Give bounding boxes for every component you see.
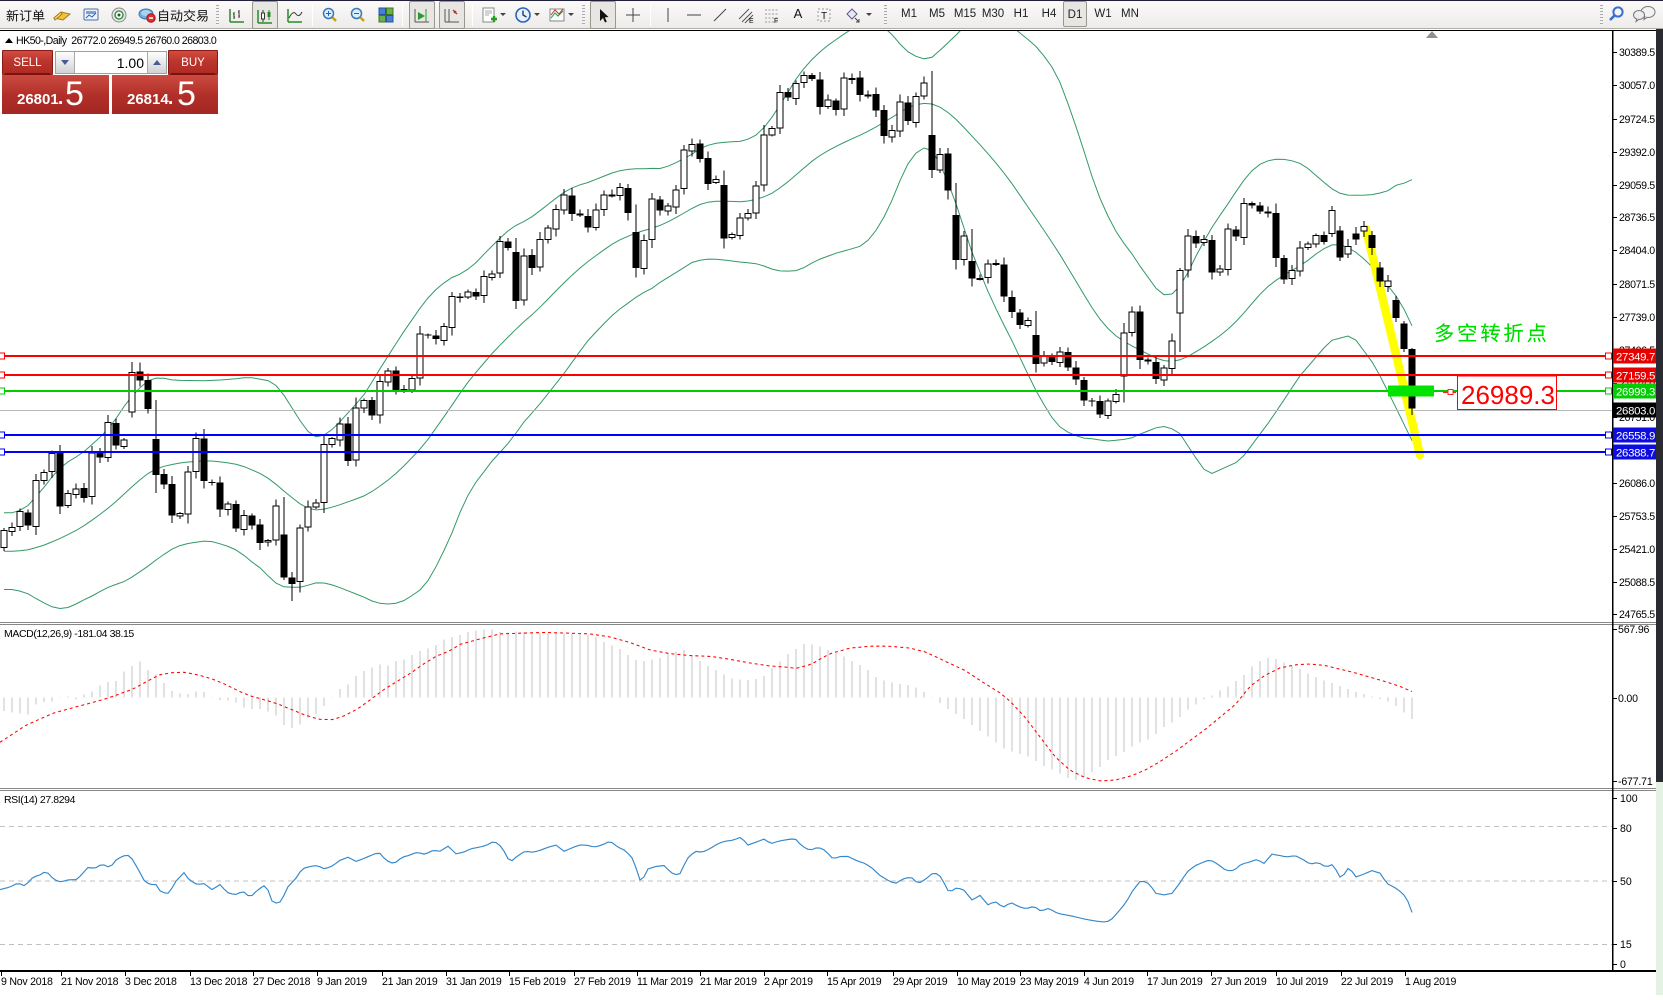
svg-text:26999.3: 26999.3 — [1616, 387, 1655, 399]
svg-text:10 May 2019: 10 May 2019 — [957, 976, 1016, 988]
svg-text:28071.5: 28071.5 — [1619, 279, 1655, 291]
svg-text:4 Jun 2019: 4 Jun 2019 — [1084, 976, 1134, 988]
svg-text:23 May 2019: 23 May 2019 — [1020, 976, 1079, 988]
svg-text:26989.3: 26989.3 — [1461, 380, 1555, 410]
svg-text:25421.0: 25421.0 — [1619, 544, 1655, 556]
svg-text:-677.71: -677.71 — [1618, 776, 1653, 788]
svg-text:MACD(12,26,9) -181.04 38.15: MACD(12,26,9) -181.04 38.15 — [4, 628, 134, 640]
svg-text:13 Dec 2018: 13 Dec 2018 — [190, 976, 248, 988]
svg-text:27739.0: 27739.0 — [1619, 312, 1655, 324]
svg-text:HK50-,Daily 26772.0 26949.5 2: HK50-,Daily 26772.0 26949.5 26760.0 2680… — [16, 35, 217, 47]
svg-text:21 Mar 2019: 21 Mar 2019 — [700, 976, 757, 988]
svg-text:E: E — [749, 18, 754, 25]
svg-text:29 Apr 2019: 29 Apr 2019 — [893, 976, 948, 988]
svg-text:2 Apr 2019: 2 Apr 2019 — [764, 976, 813, 988]
svg-text:27 Jun 2019: 27 Jun 2019 — [1211, 976, 1267, 988]
svg-text:15 Apr 2019: 15 Apr 2019 — [827, 976, 882, 988]
svg-text:29724.5: 29724.5 — [1619, 114, 1655, 126]
svg-text:100: 100 — [1620, 793, 1638, 805]
svg-text:567.96: 567.96 — [1618, 624, 1650, 636]
svg-text:29392.0: 29392.0 — [1619, 147, 1655, 159]
svg-text:15 Feb 2019: 15 Feb 2019 — [509, 976, 566, 988]
svg-text:50: 50 — [1620, 876, 1632, 888]
svg-text:80: 80 — [1620, 823, 1632, 835]
svg-text:26388.7: 26388.7 — [1616, 448, 1655, 460]
svg-text:11 Mar 2019: 11 Mar 2019 — [637, 976, 693, 988]
svg-text:17 Jun 2019: 17 Jun 2019 — [1147, 976, 1203, 988]
svg-text:31 Jan 2019: 31 Jan 2019 — [446, 976, 502, 988]
svg-text:22 Jul 2019: 22 Jul 2019 — [1341, 976, 1393, 988]
svg-text:0.00: 0.00 — [1618, 693, 1638, 705]
svg-text:26803.0: 26803.0 — [1616, 406, 1655, 418]
svg-text:27 Dec 2018: 27 Dec 2018 — [253, 976, 311, 988]
svg-text:28404.0: 28404.0 — [1619, 245, 1655, 257]
svg-text:9 Nov 2018: 9 Nov 2018 — [1, 976, 53, 988]
svg-text:27 Feb 2019: 27 Feb 2019 — [574, 976, 631, 988]
svg-text:26086.0: 26086.0 — [1619, 478, 1655, 490]
svg-text:27159.5: 27159.5 — [1616, 371, 1655, 383]
svg-text:9 Jan 2019: 9 Jan 2019 — [317, 976, 367, 988]
svg-text:0: 0 — [1620, 959, 1626, 971]
svg-text:1 Aug 2019: 1 Aug 2019 — [1405, 976, 1456, 988]
svg-text:30057.0: 30057.0 — [1619, 80, 1655, 92]
svg-text:21 Jan 2019: 21 Jan 2019 — [382, 976, 438, 988]
svg-text:25753.5: 25753.5 — [1619, 511, 1655, 523]
svg-text:29059.5: 29059.5 — [1619, 180, 1655, 192]
svg-text:10 Jul 2019: 10 Jul 2019 — [1276, 976, 1328, 988]
svg-text:F: F — [774, 18, 778, 25]
svg-text:15: 15 — [1620, 939, 1632, 951]
svg-text:T: T — [821, 11, 827, 22]
svg-text:21 Nov 2018: 21 Nov 2018 — [61, 976, 119, 988]
svg-text:30389.5: 30389.5 — [1619, 47, 1655, 59]
svg-text:24765.5: 24765.5 — [1619, 609, 1655, 621]
svg-text:27349.7: 27349.7 — [1616, 352, 1655, 364]
svg-text:RSI(14) 27.8294: RSI(14) 27.8294 — [4, 794, 76, 806]
svg-text:28736.5: 28736.5 — [1619, 212, 1655, 224]
svg-text:25088.5: 25088.5 — [1619, 577, 1655, 589]
svg-text:26558.9: 26558.9 — [1616, 431, 1655, 443]
svg-text:3 Dec 2018: 3 Dec 2018 — [125, 976, 177, 988]
